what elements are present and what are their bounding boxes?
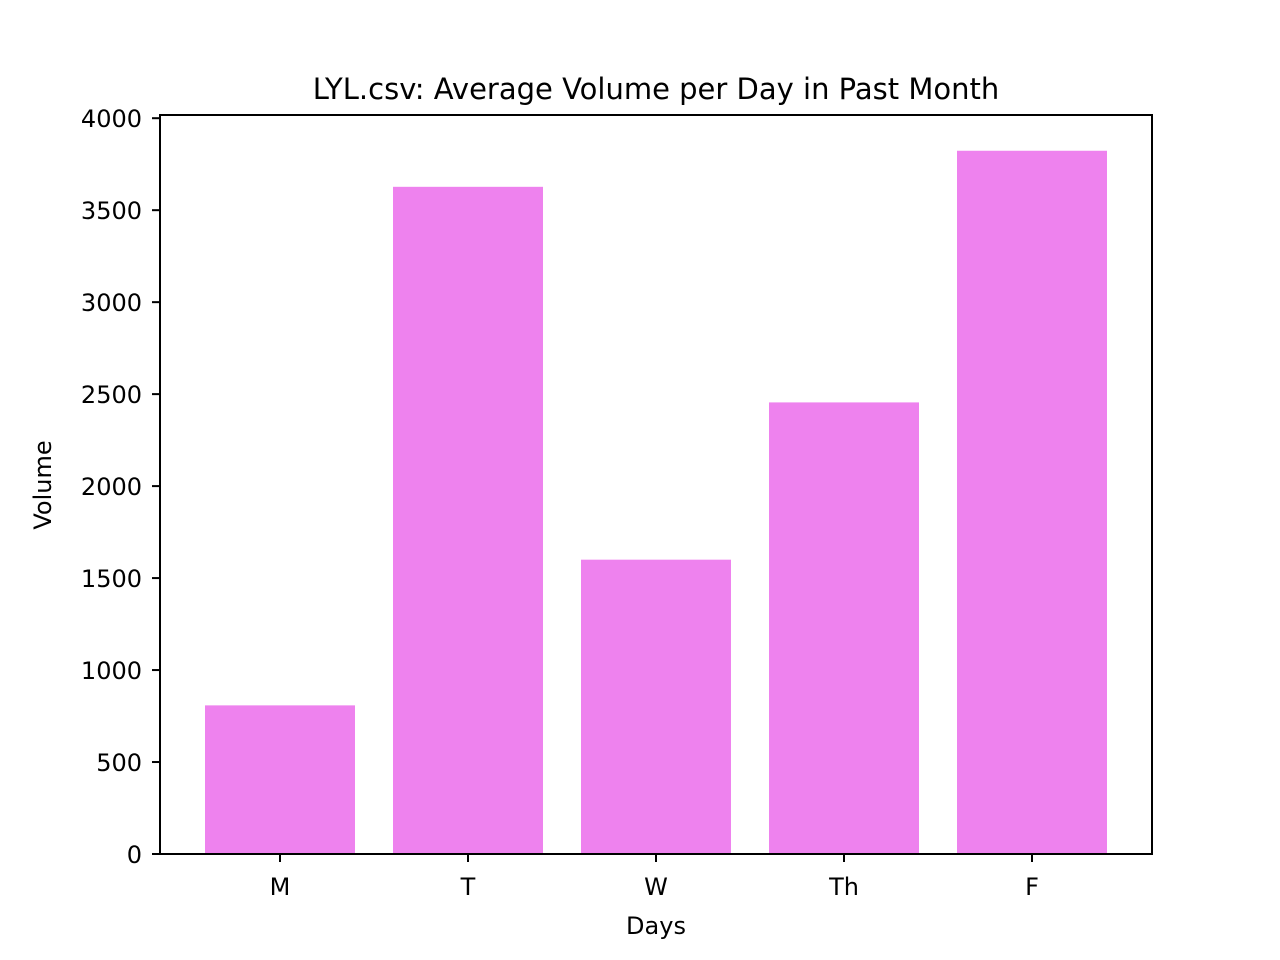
x-tick-label: M [270, 873, 291, 901]
x-tick-label: T [460, 873, 476, 901]
y-tick-label: 3000 [81, 289, 142, 317]
x-tick-label: W [644, 873, 668, 901]
plot-area-frame [159, 114, 1153, 855]
y-axis-label: Volume [29, 440, 57, 529]
y-tick-label: 4000 [81, 105, 142, 133]
bar-th [769, 402, 919, 854]
bars [205, 150, 1107, 854]
y-tick-label: 1500 [81, 565, 142, 593]
chart-title: LYL.csv: Average Volume per Day in Past … [313, 72, 999, 106]
x-axis-label: Days [626, 912, 686, 940]
y-tick-label: 500 [96, 749, 142, 777]
bar-w [581, 559, 731, 854]
bar-f [957, 150, 1107, 854]
y-tick-label: 3500 [81, 197, 142, 225]
y-axis-ticks: 0 500 1000 1500 2000 2500 3000 3500 4000 [81, 105, 160, 869]
x-tick-label: F [1025, 873, 1039, 901]
bar-m [205, 705, 355, 854]
y-tick-label: 2500 [81, 381, 142, 409]
x-tick-label: Th [828, 873, 859, 901]
y-tick-label: 0 [127, 841, 142, 869]
bar-t [393, 186, 543, 854]
x-axis-ticks: M T W Th F [270, 854, 1039, 901]
y-tick-label: 2000 [81, 473, 142, 501]
y-tick-label: 1000 [81, 657, 142, 685]
